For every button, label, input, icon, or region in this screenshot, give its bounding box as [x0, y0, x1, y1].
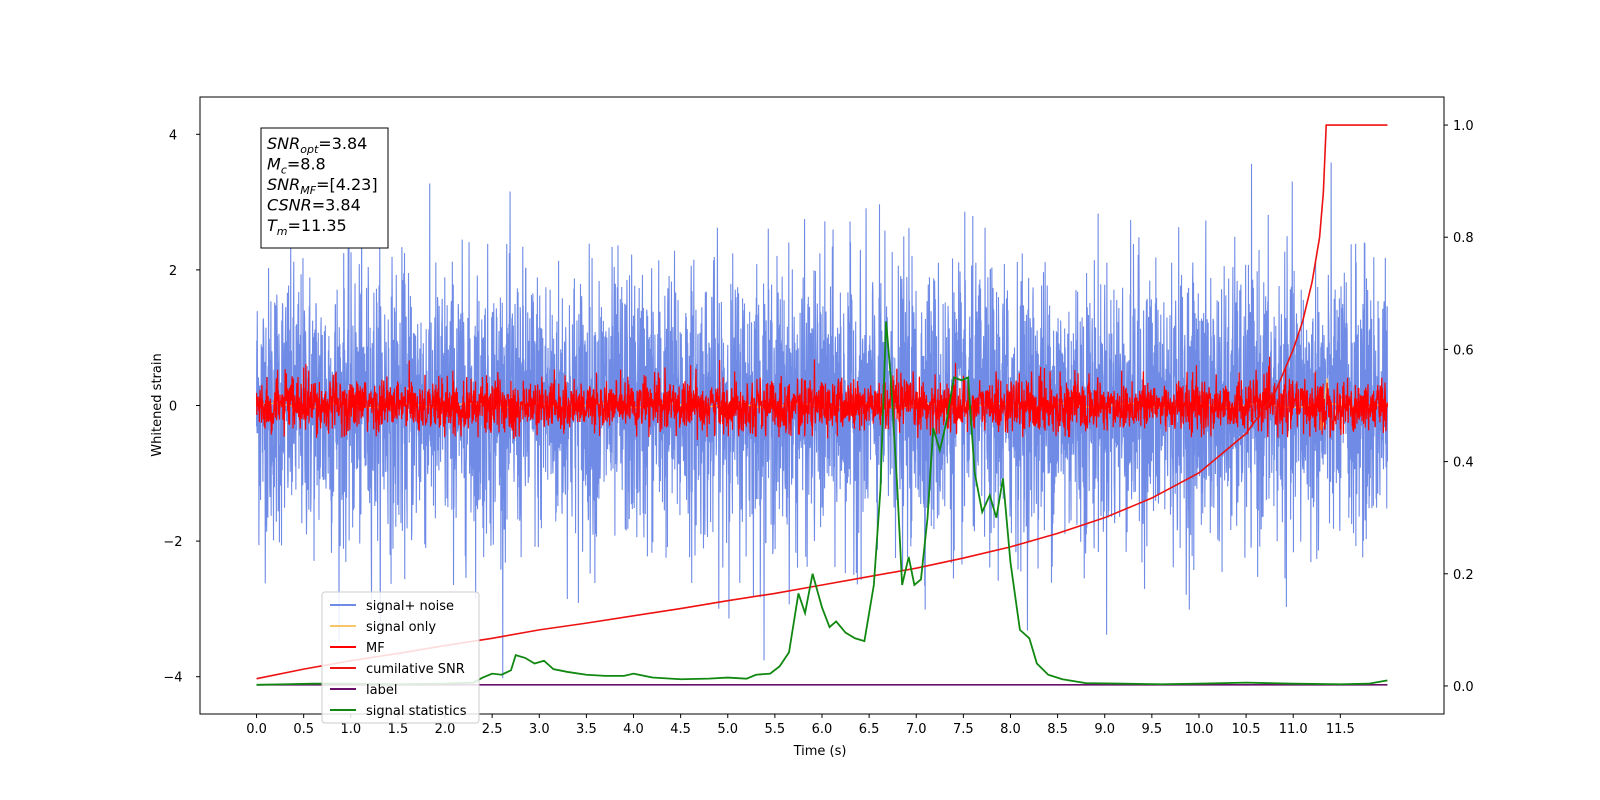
info-line: SNRopt=3.84	[267, 134, 367, 156]
y-tick-label: −4	[163, 671, 182, 686]
series-signal-noise-line	[256, 162, 1388, 679]
x-tick-label: 7.5	[953, 722, 974, 737]
x-tick-label: 0.5	[293, 722, 314, 737]
x-tick-label: 10.0	[1184, 722, 1213, 737]
x-tick-label: 11.5	[1326, 722, 1355, 737]
legend-entry: cumilative SNR	[366, 662, 465, 677]
y2-tick-label: 0.8	[1453, 231, 1474, 246]
y2-tick-label: 0.6	[1453, 343, 1474, 358]
x-tick-label: 4.5	[670, 722, 691, 737]
legend-entry: label	[366, 683, 397, 698]
legend-entry: signal statistics	[366, 704, 467, 719]
x-tick-label: 6.0	[812, 722, 833, 737]
x-tick-label: 5.0	[717, 722, 738, 737]
y-tick-label: 0	[169, 400, 177, 415]
series-cumulative-snr-line	[256, 124, 1388, 680]
x-tick-label: 1.0	[340, 722, 361, 737]
info-line: Tm=11.35	[267, 216, 347, 238]
legend: signal+ noise signal only MF cumilative SNR…	[321, 591, 480, 724]
x-tick-label: 8.5	[1047, 722, 1068, 737]
series-signal-statistics-line	[256, 321, 1388, 686]
info-line: CSNR=3.84	[267, 196, 361, 215]
y-tick-label: 4	[169, 128, 177, 143]
y-tick-label: 2	[169, 264, 177, 279]
axis-ticks: 0.0 0.5 1.0 1.5 2.0 2.5 3.0 3.5 4.0 4.5 5.0 5.5 6.0 6…	[163, 119, 1473, 737]
x-tick-label: 4.0	[623, 722, 644, 737]
series-mf-line	[255, 356, 1389, 440]
x-tick-label: 2.0	[435, 722, 456, 737]
x-tick-label: 0.0	[246, 722, 267, 737]
x-tick-label: 3.5	[576, 722, 597, 737]
info-box-frame	[260, 127, 389, 249]
x-tick-label: 9.5	[1142, 722, 1163, 737]
legend-frame	[321, 591, 480, 724]
x-tick-label: 11.0	[1279, 722, 1308, 737]
y-tick-label: −2	[163, 535, 182, 550]
y2-tick-label: 0.2	[1453, 568, 1474, 583]
info-line: SNRMF=[4.23]	[267, 175, 378, 197]
x-tick-label: 1.5	[388, 722, 409, 737]
y2-tick-label: 0.0	[1453, 680, 1474, 695]
x-tick-label: 7.0	[906, 722, 927, 737]
x-tick-label: 6.5	[859, 722, 880, 737]
x-tick-label: 9.0	[1094, 722, 1115, 737]
y-axis-label: Whitened strain	[150, 353, 165, 456]
y2-tick-label: 0.4	[1453, 456, 1474, 471]
legend-entry: MF	[366, 641, 385, 656]
info-annotation-box: SNRopt=3.84Mc=8.8SNRMF=[4.23]CSNR=3.84Tm…	[260, 127, 389, 249]
legend-entry: signal only	[366, 620, 436, 635]
x-tick-label: 2.5	[482, 722, 503, 737]
plot-area	[255, 124, 1389, 686]
x-tick-label: 5.5	[765, 722, 786, 737]
x-tick-label: 10.5	[1232, 722, 1261, 737]
y2-tick-label: 1.0	[1453, 119, 1474, 134]
x-tick-label: 3.0	[529, 722, 550, 737]
legend-entry: signal+ noise	[366, 599, 454, 614]
info-line: Mc=8.8	[267, 155, 326, 177]
x-axis-label: Time (s)	[793, 744, 847, 759]
x-tick-label: 8.0	[1000, 722, 1021, 737]
